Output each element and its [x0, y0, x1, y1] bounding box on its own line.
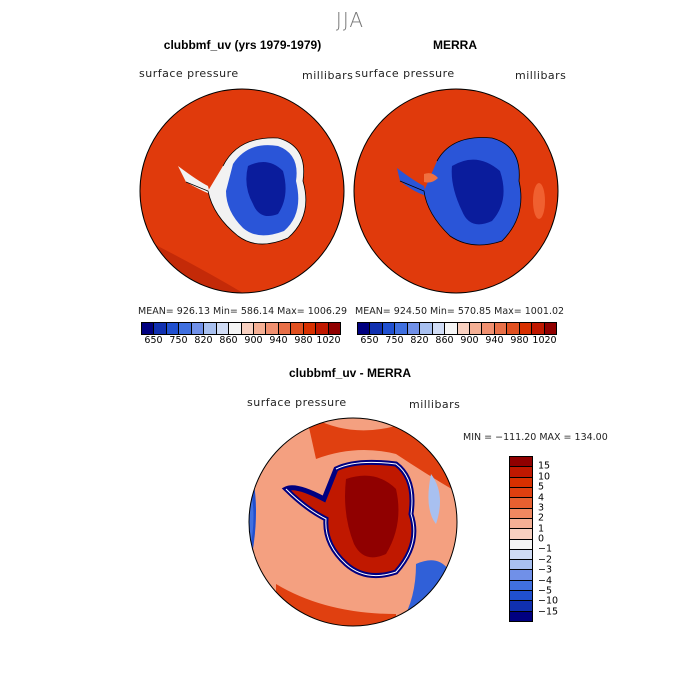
colorbar-swatch	[370, 323, 383, 334]
colorbar-swatch	[266, 323, 279, 334]
colorbar-swatch	[510, 580, 532, 592]
diff-colorbar-ticks: 15 10 5 4 3 2 1 0 −1 −2 −3 −4 −5 −10 −15	[538, 456, 578, 622]
colorbar-swatch	[241, 323, 254, 334]
obs-colorbar: 650 750 820 860 900 940 980 1020	[357, 322, 557, 347]
colorbar-swatch	[510, 601, 532, 612]
colorbar-tick-label: 650	[144, 335, 163, 346]
model-polar-map	[139, 88, 345, 294]
colorbar-tick-label: 860	[219, 335, 238, 346]
colorbar-swatch	[510, 508, 532, 519]
colorbar-swatch	[457, 323, 470, 334]
colorbar-tick-label: 5	[538, 481, 545, 493]
model-units-label: millibars	[302, 69, 354, 82]
colorbar-tick-label: 1020	[532, 335, 557, 346]
colorbar-swatch	[510, 611, 532, 621]
colorbar-swatch	[204, 323, 217, 334]
colorbar-swatch	[445, 323, 458, 334]
colorbar-swatch	[166, 323, 180, 334]
colorbar-tick-label: 1	[538, 523, 545, 535]
obs-units-label: millibars	[515, 69, 567, 82]
model-variable-label: surface pressure	[139, 67, 239, 80]
colorbar-swatch	[482, 323, 495, 334]
colorbar-tick-label: 0	[538, 533, 545, 545]
colorbar-tick-label: 1020	[316, 335, 341, 346]
colorbar-swatch	[510, 539, 532, 550]
colorbar-swatch	[291, 323, 304, 334]
colorbar-swatch	[142, 323, 155, 334]
colorbar-swatch	[510, 457, 532, 468]
colorbar-tick-label: 750	[385, 335, 404, 346]
colorbar-tick-label: 15	[538, 460, 551, 472]
model-panel-title: clubbmf_uv (yrs 1979-1979)	[163, 38, 322, 52]
colorbar-swatch	[507, 323, 520, 334]
colorbar-swatch	[510, 518, 532, 530]
colorbar-tick-label: −4	[538, 575, 553, 586]
colorbar-tick-label: 10	[538, 471, 551, 483]
colorbar-tick-label: 3	[538, 502, 545, 514]
colorbar-swatch	[532, 323, 545, 334]
colorbar-swatch	[510, 570, 532, 581]
colorbar-swatch	[358, 323, 371, 334]
colorbar-tick-label: 4	[538, 492, 545, 503]
colorbar-swatch	[510, 467, 532, 478]
colorbar-swatch	[494, 323, 508, 334]
colorbar-swatch	[395, 323, 408, 334]
diff-polar-map	[248, 417, 458, 627]
colorbar-swatch	[510, 498, 532, 509]
model-colorbar: 650 750 820 860 900 940 980 1020	[141, 322, 341, 347]
colorbar-swatch	[544, 323, 556, 334]
colorbar-tick-label: −15	[538, 606, 559, 618]
obs-stats: MEAN= 924.50 Min= 570.85 Max= 1001.02	[355, 306, 565, 317]
colorbar-tick-label: −10	[538, 595, 559, 607]
colorbar-swatch	[328, 323, 340, 334]
colorbar-tick-label: −3	[538, 564, 553, 576]
colorbar-swatch	[420, 323, 433, 334]
colorbar-tick-label: −1	[538, 543, 553, 555]
colorbar-swatch	[253, 323, 267, 334]
colorbar-tick-label: 900	[460, 335, 479, 346]
colorbar-swatch	[216, 323, 230, 334]
colorbar-swatch	[303, 323, 317, 334]
colorbar-swatch	[154, 323, 167, 334]
colorbar-swatch	[407, 323, 421, 334]
colorbar-tick-label: 860	[435, 335, 454, 346]
colorbar-swatch	[229, 323, 242, 334]
diff-panel-title: clubbmf_uv - MERRA	[288, 366, 411, 380]
diff-variable-label: surface pressure	[247, 396, 347, 409]
colorbar-swatch	[278, 323, 292, 334]
colorbar-tick-label: 940	[485, 335, 504, 346]
diff-colorbar	[509, 456, 533, 622]
colorbar-tick-label: 980	[510, 335, 529, 346]
colorbar-tick-label: 980	[294, 335, 313, 346]
colorbar-swatch	[510, 591, 532, 602]
obs-variable-label: surface pressure	[355, 67, 455, 80]
obs-panel-title: MERRA	[433, 38, 477, 52]
obs-polar-map	[353, 88, 559, 294]
diff-minmax: MIN = −111.20 MAX = 134.00	[463, 432, 608, 443]
colorbar-swatch	[519, 323, 533, 334]
colorbar-swatch	[191, 323, 205, 334]
colorbar-tick-label: 650	[360, 335, 379, 346]
colorbar-swatch	[382, 323, 396, 334]
colorbar-swatch	[510, 487, 532, 499]
colorbar-tick-label: 900	[244, 335, 263, 346]
colorbar-tick-label: 820	[410, 335, 429, 346]
colorbar-swatch	[510, 560, 532, 571]
colorbar-swatch	[432, 323, 446, 334]
colorbar-swatch	[510, 549, 532, 561]
diff-units-label: millibars	[409, 398, 461, 411]
colorbar-tick-label: 2	[538, 512, 545, 524]
colorbar-swatch	[469, 323, 483, 334]
colorbar-tick-label: 940	[269, 335, 288, 346]
colorbar-swatch	[316, 323, 329, 334]
model-stats: MEAN= 926.13 Min= 586.14 Max= 1006.29	[138, 306, 348, 317]
colorbar-swatch	[510, 529, 532, 540]
colorbar-tick-label: −2	[538, 554, 553, 566]
colorbar-tick-label: −5	[538, 585, 553, 597]
colorbar-tick-label: 820	[194, 335, 213, 346]
colorbar-swatch	[179, 323, 192, 334]
season-title: JJA	[335, 8, 365, 32]
colorbar-tick-label: 750	[169, 335, 188, 346]
colorbar-swatch	[510, 477, 532, 488]
